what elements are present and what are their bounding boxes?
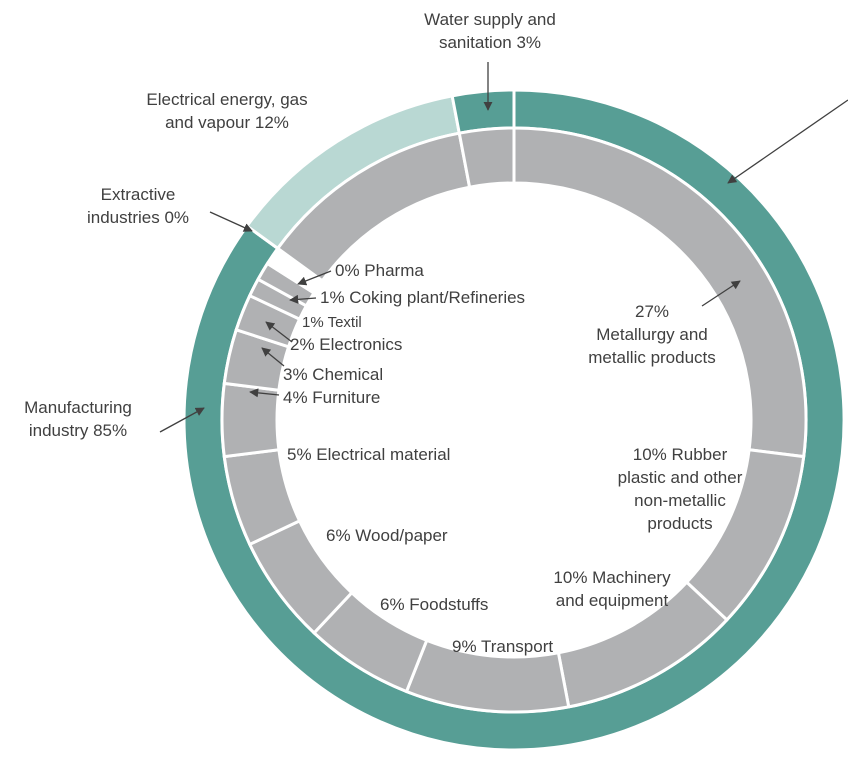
leader-line [209,211,253,232]
segment-label: Extractive industries 0% [86,185,190,227]
segment-label: 1% Textil [302,314,362,331]
leader-line [289,294,317,304]
leader-line [297,270,332,286]
segment-label: 1% Coking plant/Refineries [320,288,526,307]
leader-line [701,280,741,307]
inner-segment [266,262,315,295]
leader-lines [159,62,848,433]
segment-label: 6% Foodstuffs [380,595,489,614]
leader-line [249,388,280,398]
leader-line [265,321,293,343]
segment-label: 5% Electrical material [287,445,451,464]
inner-filler [457,126,516,189]
segment-label: 10% Rubber plastic and other non-metalli… [617,445,743,533]
leader-line [727,99,848,184]
segment-label: Electrical energy, gas and vapour 12% [146,90,308,132]
leader-line [261,347,285,367]
segment-label: 3% Chemical [283,365,384,384]
segment-label: 0% Pharma [335,261,424,280]
leader-line [159,407,205,433]
segment-label: 4% Furniture [283,388,381,407]
segment-label: Manufacturing industry 85% [24,398,132,440]
segment-label: 27% Metallurgy and metallic products [588,302,716,367]
segment-label: 10% Machinery and equipment [553,568,671,610]
rings [182,88,846,752]
segment-label: Water supply and sanitation 3% [424,10,556,52]
segment-label: 2% Electronics [290,335,403,354]
inner-segment [512,126,808,459]
segment-label: 6% Wood/paper [326,526,448,545]
segment-label: 9% Transport [452,637,554,656]
